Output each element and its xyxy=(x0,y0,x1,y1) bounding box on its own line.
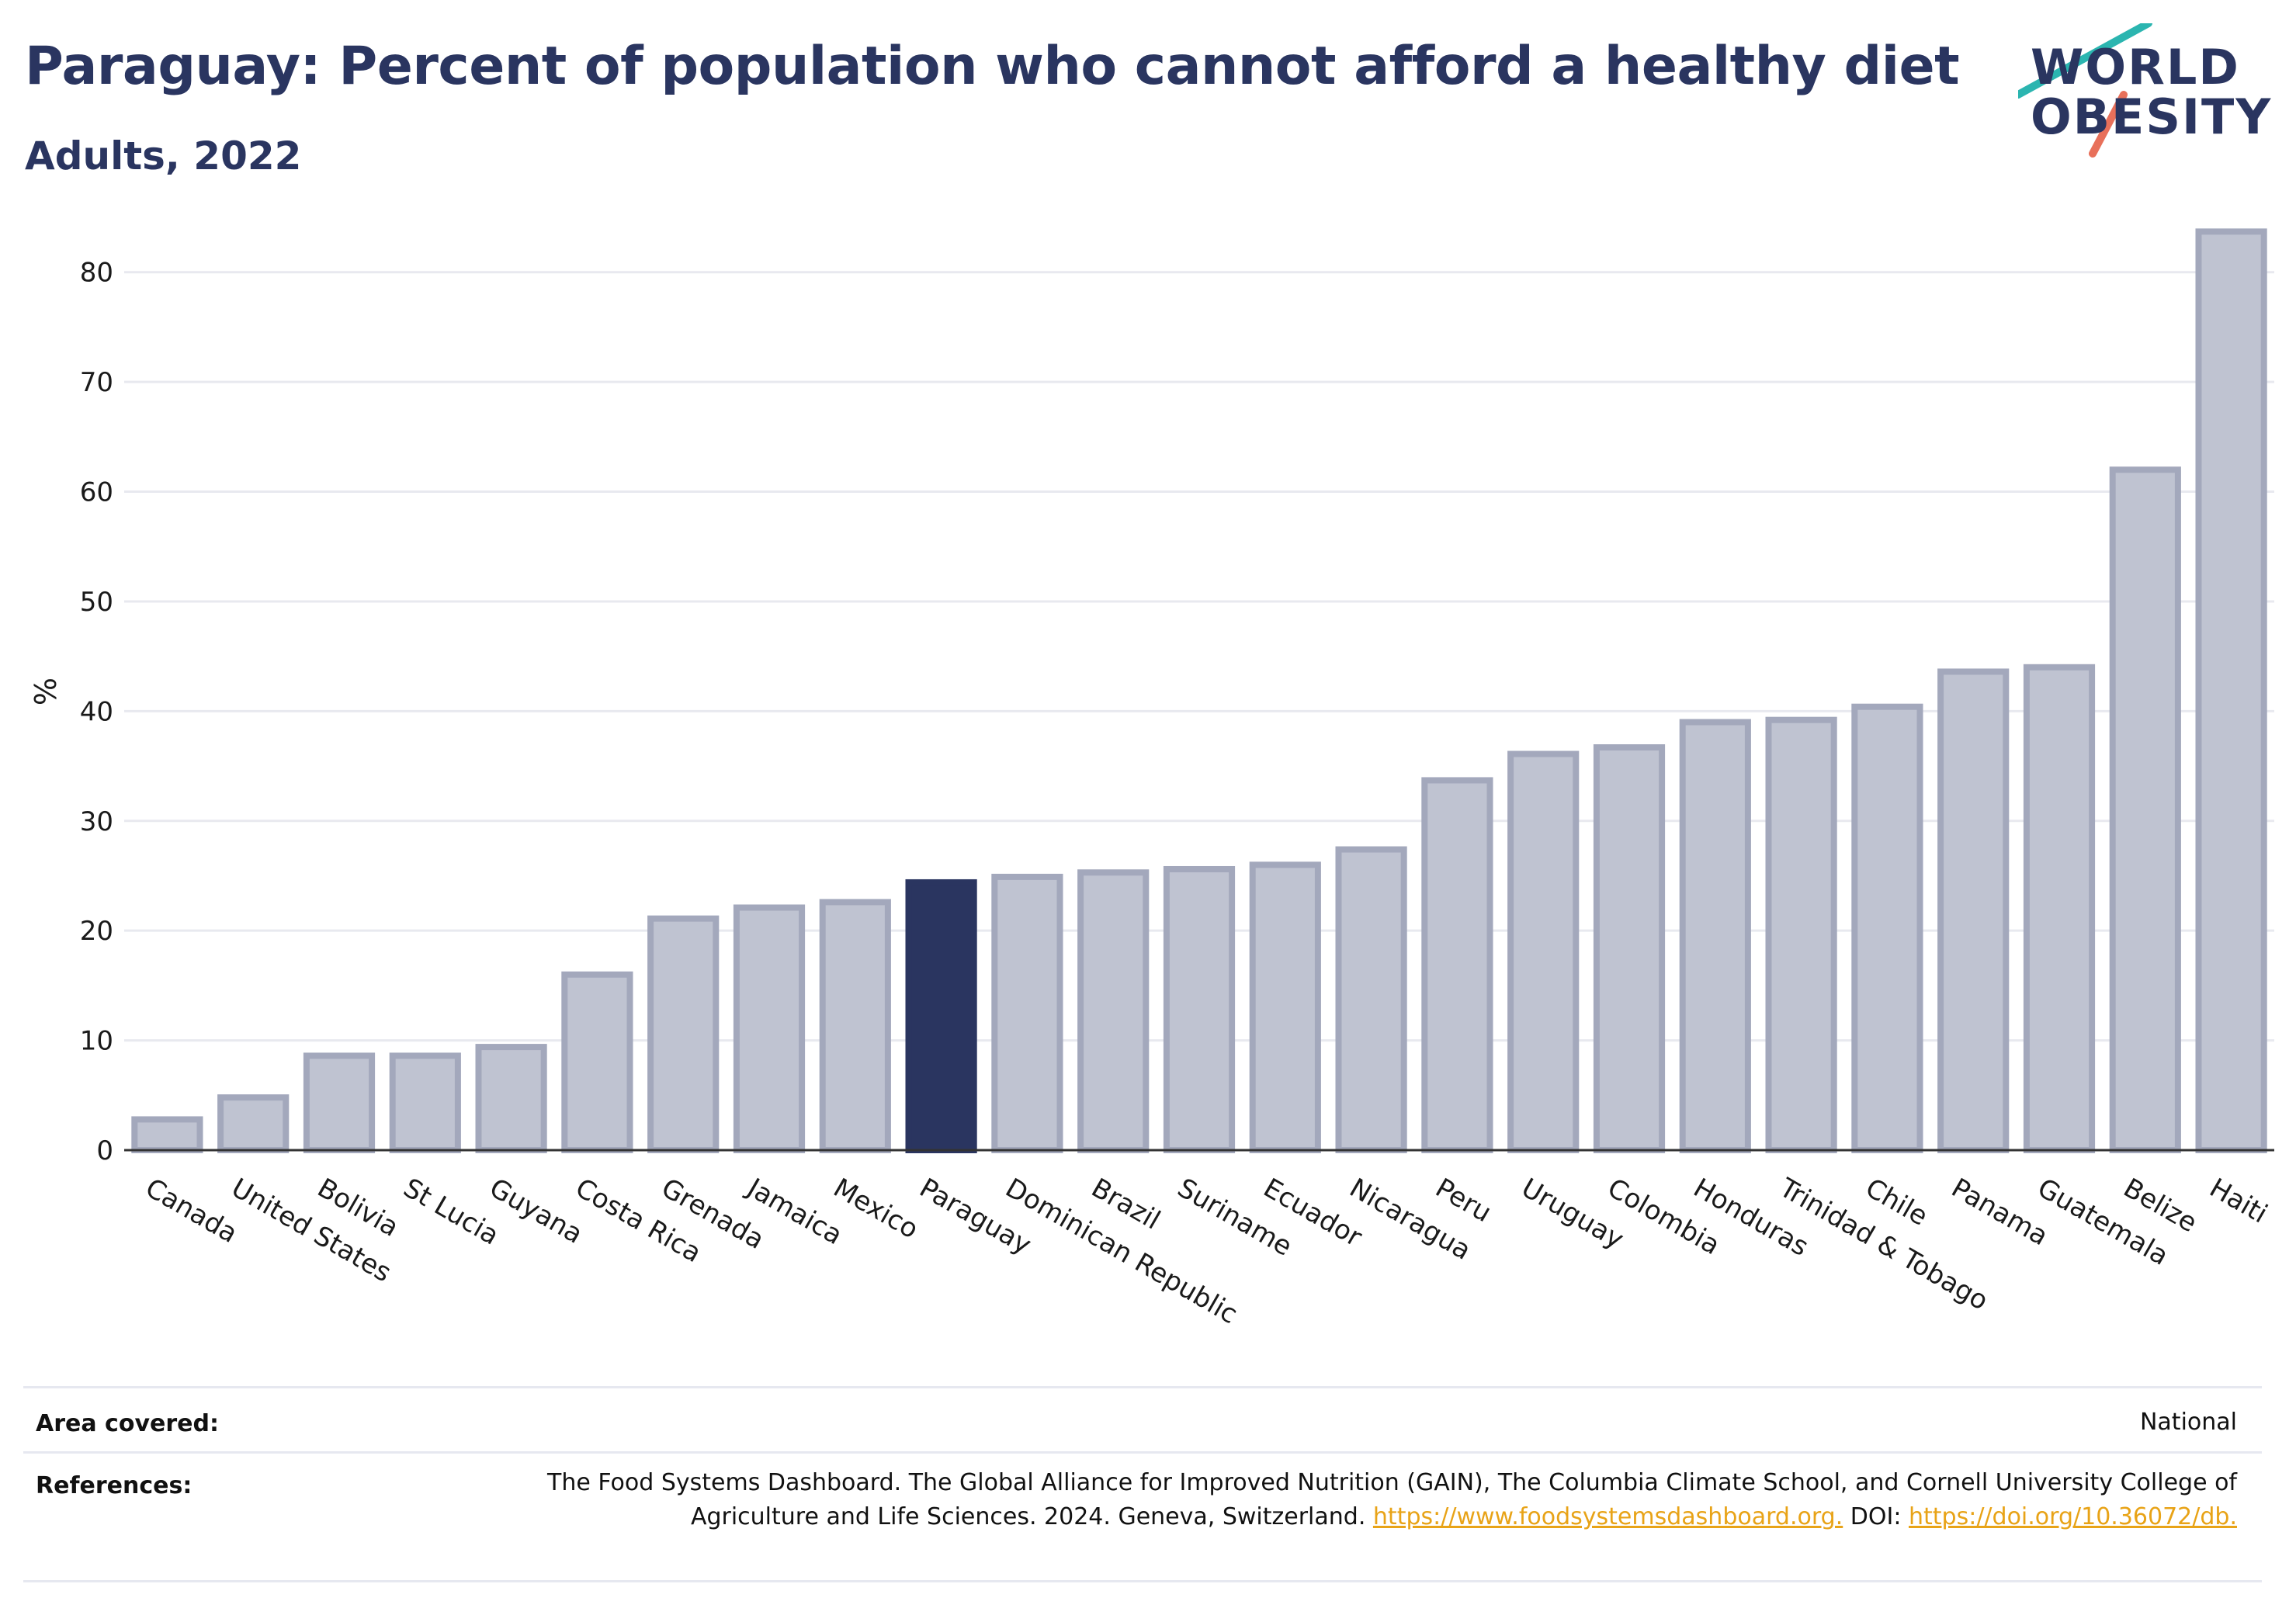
chart-subtitle: Adults, 2022 xyxy=(25,133,302,178)
gridlines xyxy=(124,271,2274,1042)
bar-haiti xyxy=(2195,228,2267,1153)
meta-bottom-divider xyxy=(23,1580,2262,1582)
bar-st-lucia xyxy=(389,1052,461,1153)
bar-chile xyxy=(1851,703,1923,1153)
dashboard-link[interactable]: https://www.foodsystemsdashboard.org. xyxy=(1372,1503,1843,1530)
bar-trinidad-tobago xyxy=(1765,716,1837,1153)
y-axis-ticks: 0 10 20 30 40 50 60 70 80 xyxy=(80,258,113,1166)
references-row: References: The Food Systems Dashboard. … xyxy=(23,1451,2262,1580)
bar-guyana xyxy=(475,1044,547,1154)
y-tick-label: 50 xyxy=(80,587,113,618)
references-label: References: xyxy=(36,1472,192,1499)
bars xyxy=(131,228,2267,1154)
bar-dominican-republic xyxy=(991,873,1063,1153)
y-tick-label: 70 xyxy=(80,367,113,398)
bar-grenada xyxy=(647,915,720,1153)
bar-peru xyxy=(1421,777,1493,1154)
bar-jamaica xyxy=(733,904,806,1153)
bar-uruguay xyxy=(1507,750,1580,1153)
y-tick-label: 20 xyxy=(80,916,113,947)
area-covered-label: Area covered: xyxy=(36,1410,219,1437)
y-tick-label: 0 xyxy=(96,1135,113,1166)
y-tick-label: 60 xyxy=(80,477,113,508)
bar-canada xyxy=(131,1116,203,1153)
bar-honduras xyxy=(1679,719,1751,1153)
bar-panama xyxy=(1937,668,2010,1153)
bar-brazil xyxy=(1077,869,1150,1153)
area-covered-row: Area covered: National xyxy=(23,1386,2262,1451)
x-tick-label: Haiti xyxy=(2204,1173,2273,1230)
bar-costa-rica xyxy=(561,971,633,1153)
x-tick-label: Canada xyxy=(140,1173,243,1249)
x-tick-label: St Lucia xyxy=(398,1173,505,1252)
y-tick-label: 80 xyxy=(80,258,113,289)
x-tick-label: Guyana xyxy=(484,1173,588,1250)
bar-paraguay xyxy=(905,879,977,1154)
y-tick-label: 40 xyxy=(80,696,113,727)
logo-text-obesity: OBESITY xyxy=(2031,88,2273,145)
bar-mexico xyxy=(819,899,891,1153)
x-tick-label: Mexico xyxy=(828,1173,924,1246)
bar-ecuador xyxy=(1249,861,1321,1153)
doi-link[interactable]: https://doi.org/10.36072/db. xyxy=(1909,1503,2237,1530)
area-covered-value: National xyxy=(2139,1409,2237,1436)
bar-united-states xyxy=(217,1094,290,1153)
world-obesity-logo: WORLD OBESITY xyxy=(2018,23,2282,163)
chart-title: Paraguay: Percent of population who cann… xyxy=(25,36,1960,97)
logo-text-world: WORLD xyxy=(2031,39,2240,95)
logo-slash-icon xyxy=(2018,23,2152,158)
bar-belize xyxy=(2109,466,2181,1153)
bar-nicaragua xyxy=(1335,846,1407,1153)
bar-colombia xyxy=(1593,744,1666,1153)
references-text: The Food Systems Dashboard. The Global A… xyxy=(452,1466,2237,1534)
y-axis-label: % xyxy=(29,678,63,705)
doi-label: DOI: xyxy=(1850,1503,1902,1530)
bar-bolivia xyxy=(303,1052,376,1153)
bar-guatemala xyxy=(2023,664,2096,1153)
bar-suriname xyxy=(1163,865,1236,1154)
y-tick-label: 10 xyxy=(80,1026,113,1057)
y-tick-label: 30 xyxy=(80,806,113,837)
x-tick-label: Panama xyxy=(1946,1173,2053,1253)
references-body: The Food Systems Dashboard. The Global A… xyxy=(547,1469,2237,1530)
